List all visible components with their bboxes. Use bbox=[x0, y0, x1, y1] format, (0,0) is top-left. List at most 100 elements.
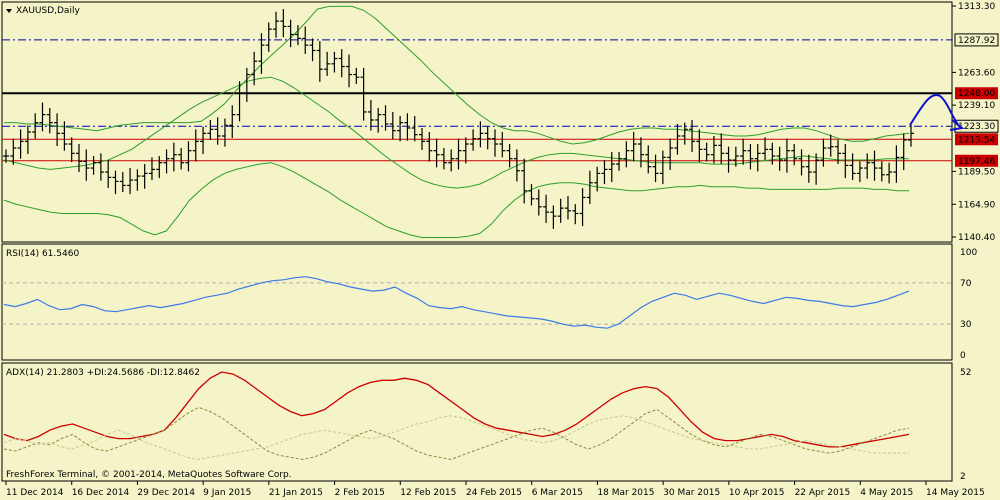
level-tag bbox=[954, 119, 999, 133]
price-bar bbox=[521, 158, 528, 204]
price-bar bbox=[470, 129, 477, 151]
xtick-label: 21 Jan 2015 bbox=[269, 488, 323, 498]
price-bar bbox=[462, 137, 469, 164]
rsi-line bbox=[3, 276, 910, 329]
price-bar bbox=[776, 146, 783, 171]
price-bar bbox=[397, 115, 404, 142]
adx-panel bbox=[1, 362, 953, 482]
bollinger-upper bbox=[4, 5, 910, 145]
price-bar bbox=[236, 81, 243, 122]
price-bar bbox=[477, 121, 484, 148]
price-bar bbox=[601, 160, 608, 185]
price-bar bbox=[375, 107, 382, 133]
price-bar bbox=[491, 129, 498, 157]
xtick-label: 18 Mar 2015 bbox=[597, 488, 654, 498]
adx-series-line bbox=[3, 415, 909, 460]
level-tag bbox=[954, 33, 999, 47]
rsi-panel bbox=[1, 243, 953, 361]
adx-series-line bbox=[3, 406, 910, 460]
price-bar bbox=[32, 113, 39, 139]
price-bar bbox=[54, 113, 61, 147]
price-bar bbox=[75, 144, 82, 173]
price-bar bbox=[440, 148, 447, 170]
level-tag-label: 1287.92 bbox=[958, 36, 995, 46]
price-bar bbox=[251, 51, 258, 86]
price-bar bbox=[192, 129, 199, 162]
price-bar bbox=[170, 142, 177, 172]
price-bar bbox=[426, 131, 433, 162]
price-bar bbox=[83, 149, 90, 181]
level-tag bbox=[955, 133, 998, 146]
price-bar bbox=[61, 121, 68, 151]
price-bar bbox=[353, 67, 360, 84]
price-bar bbox=[68, 137, 75, 163]
price-bar bbox=[185, 141, 192, 172]
price-bar bbox=[360, 67, 367, 121]
price-bar bbox=[389, 111, 396, 140]
price-bar bbox=[703, 142, 710, 162]
rsi-ytick-label: 70 bbox=[960, 279, 972, 289]
price-bar bbox=[543, 194, 550, 223]
adx-layer bbox=[3, 371, 910, 460]
price-bar bbox=[316, 41, 323, 82]
price-bar bbox=[856, 161, 863, 183]
price-title: XAUUSD,Daily bbox=[6, 6, 80, 16]
adx-title: ADX(14) 21.2803 +DI:24.5686 -DI:12.8462 bbox=[6, 368, 200, 378]
xtick-label: 24 Feb 2015 bbox=[466, 488, 522, 498]
price-bar bbox=[10, 138, 17, 165]
price-bar bbox=[732, 146, 739, 167]
price-layer bbox=[2, 5, 952, 238]
price-bar bbox=[594, 166, 601, 192]
price-bar bbox=[740, 138, 747, 165]
price-bar bbox=[864, 153, 871, 179]
price-bar bbox=[229, 105, 236, 138]
price-bar bbox=[564, 196, 571, 220]
price-bar bbox=[718, 133, 725, 165]
xtick-label: 9 Jan 2015 bbox=[203, 488, 251, 498]
price-bar bbox=[207, 119, 214, 141]
price-bar bbox=[667, 138, 674, 171]
price-bar bbox=[148, 157, 155, 181]
price-bar bbox=[550, 205, 557, 229]
price-bar bbox=[608, 152, 615, 183]
xtick-label: 12 Feb 2015 bbox=[400, 488, 456, 498]
price-bar bbox=[338, 49, 345, 78]
forecast-arrowhead-icon bbox=[949, 119, 965, 131]
price-bar bbox=[112, 170, 119, 195]
price-bar bbox=[214, 117, 221, 145]
forecast-arrow bbox=[909, 93, 961, 128]
price-ytick-label: 1189.50 bbox=[958, 167, 995, 177]
price-bar bbox=[878, 161, 885, 182]
xtick-label: 30 Mar 2015 bbox=[663, 488, 720, 498]
price-ytick-label: 1140.40 bbox=[958, 233, 995, 243]
price-bar bbox=[309, 38, 316, 62]
price-bar bbox=[294, 25, 301, 46]
xtick-label: 4 May 2015 bbox=[860, 488, 913, 498]
price-bar bbox=[484, 126, 491, 150]
price-bar bbox=[46, 107, 53, 134]
xtick-label: 22 Apr 2015 bbox=[795, 488, 851, 498]
adx-ytick-label: 52 bbox=[960, 368, 971, 378]
price-bar bbox=[696, 129, 703, 163]
axis-layer: 1287.92 1248.00 1223.30 1213.54 1197.46 1313.… bbox=[5, 2, 999, 498]
price-bar bbox=[506, 144, 513, 168]
price-bar bbox=[178, 148, 185, 170]
price-bar bbox=[156, 156, 163, 179]
price-bar bbox=[302, 26, 309, 54]
price-bar bbox=[762, 137, 769, 161]
price-bar bbox=[134, 169, 141, 191]
price-bar bbox=[827, 134, 834, 157]
price-bar bbox=[652, 154, 659, 183]
price-bar bbox=[243, 67, 250, 102]
price-bar bbox=[535, 189, 542, 216]
level-tag bbox=[955, 154, 998, 167]
price-bar bbox=[572, 204, 579, 225]
rsi-ytick-label: 100 bbox=[960, 248, 977, 258]
price-bar bbox=[871, 150, 878, 181]
triangle-down-icon bbox=[6, 9, 12, 13]
xtick-label: 11 Dec 2014 bbox=[6, 488, 64, 498]
price-bar bbox=[710, 135, 717, 164]
price-bar bbox=[3, 149, 9, 163]
price-bar bbox=[820, 138, 827, 167]
price-bar bbox=[411, 115, 418, 142]
